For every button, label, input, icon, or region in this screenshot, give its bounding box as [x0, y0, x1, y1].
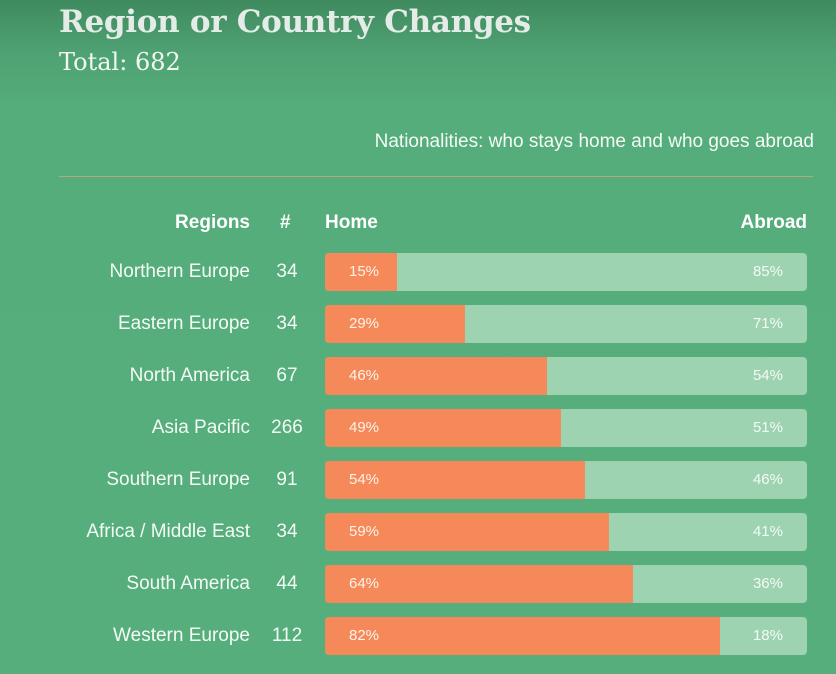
home-segment: 15% — [325, 253, 398, 291]
home-percent: 15% — [349, 263, 380, 280]
region-count: 34 — [276, 313, 298, 334]
region-label: South America — [126, 573, 250, 594]
home-percent: 29% — [349, 315, 380, 332]
abroad-percent: 46% — [752, 471, 783, 488]
region-label: Northern Europe — [109, 261, 250, 282]
stacked-bar: 15% 85% — [325, 253, 807, 291]
stacked-bar: 49% 51% — [325, 409, 807, 447]
region-count: 112 — [271, 625, 303, 646]
table-row: North America 67 46% 54% — [0, 357, 836, 395]
abroad-percent: 18% — [752, 627, 783, 644]
region-label: Eastern Europe — [117, 313, 250, 334]
region-count: 266 — [271, 417, 303, 438]
home-percent: 54% — [349, 471, 380, 488]
home-percent: 49% — [349, 419, 380, 436]
table-row: South America 44 64% 36% — [0, 565, 836, 603]
home-segment: 54% — [325, 461, 586, 499]
stacked-bar: 82% 18% — [325, 617, 807, 655]
home-percent: 82% — [349, 627, 380, 644]
table-row: Northern Europe 34 15% 85% — [0, 253, 836, 291]
region-label: North America — [129, 365, 250, 386]
table-row: Southern Europe 91 54% 46% — [0, 461, 836, 499]
region-label: Asia Pacific — [151, 417, 250, 438]
region-count: 34 — [276, 261, 298, 282]
home-segment: 46% — [325, 357, 547, 395]
stacked-bar: 64% 36% — [325, 565, 807, 603]
home-percent: 46% — [349, 367, 380, 384]
divider — [59, 176, 813, 177]
stacked-bar: 46% 54% — [325, 357, 807, 395]
table-row: Western Europe 112 82% 18% — [0, 617, 836, 655]
table-row: Africa / Middle East 34 59% 41% — [0, 513, 836, 551]
abroad-percent: 71% — [752, 315, 783, 332]
abroad-percent: 41% — [752, 523, 783, 540]
column-header-regions: Regions — [175, 212, 250, 233]
region-label: Africa / Middle East — [86, 521, 250, 542]
stacked-bar: 59% 41% — [325, 513, 807, 551]
home-segment: 59% — [325, 513, 610, 551]
column-header-home: Home — [325, 212, 378, 233]
region-count: 91 — [276, 469, 298, 490]
column-header-abroad: Abroad — [740, 212, 808, 233]
chart-subtitle: Nationalities: who stays home and who go… — [374, 131, 814, 152]
abroad-percent: 36% — [752, 575, 783, 592]
stacked-bar: 54% 46% — [325, 461, 807, 499]
table-row: Eastern Europe 34 29% 71% — [0, 305, 836, 343]
abroad-percent: 85% — [752, 263, 783, 280]
home-segment: 64% — [325, 565, 634, 603]
abroad-percent: 51% — [752, 419, 783, 436]
table-row: Asia Pacific 266 49% 51% — [0, 409, 836, 447]
total-count: Total: 682 — [59, 48, 181, 76]
home-segment: 82% — [325, 617, 721, 655]
stacked-bar: 29% 71% — [325, 305, 807, 343]
abroad-percent: 54% — [752, 367, 783, 384]
home-percent: 59% — [349, 523, 380, 540]
region-count: 34 — [276, 521, 298, 542]
home-segment: 49% — [325, 409, 562, 447]
region-label: Western Europe — [113, 625, 250, 646]
page-title: Region or Country Changes — [59, 4, 531, 40]
home-segment: 29% — [325, 305, 465, 343]
home-percent: 64% — [349, 575, 380, 592]
column-header-count: # — [280, 212, 291, 233]
region-label: Southern Europe — [106, 469, 250, 490]
region-count: 44 — [276, 573, 298, 594]
region-count: 67 — [276, 365, 298, 386]
